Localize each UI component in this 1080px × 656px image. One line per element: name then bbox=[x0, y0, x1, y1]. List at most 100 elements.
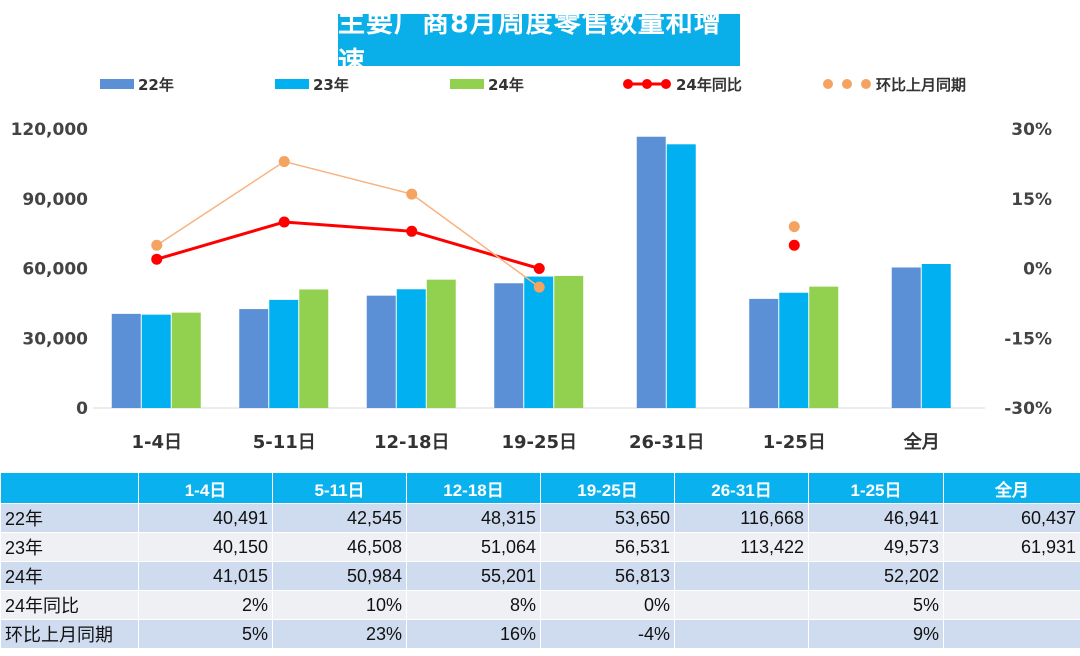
bar bbox=[809, 287, 838, 408]
x-tick-label: 5-11日 bbox=[253, 432, 316, 453]
table-cell: 40,491 bbox=[139, 504, 273, 533]
bar bbox=[524, 277, 553, 408]
x-tick-label: 1-25日 bbox=[763, 432, 826, 453]
bar bbox=[172, 313, 201, 408]
table-cell: 16% bbox=[407, 620, 541, 649]
table-row-label: 22年 bbox=[1, 504, 139, 533]
y-right-tick-label: 15% bbox=[1011, 190, 1052, 210]
mom-point bbox=[534, 282, 545, 293]
table-cell: 55,201 bbox=[407, 562, 541, 591]
bar bbox=[779, 293, 808, 408]
table-cell: 116,668 bbox=[675, 504, 809, 533]
table-header-cell bbox=[1, 473, 139, 504]
mom-point bbox=[279, 156, 290, 167]
bar bbox=[494, 283, 523, 408]
table-cell: 5% bbox=[139, 620, 273, 649]
table-row-label: 23年 bbox=[1, 533, 139, 562]
table-header-cell: 5-11日 bbox=[273, 473, 407, 504]
bar bbox=[299, 289, 328, 408]
x-tick-label: 1-4日 bbox=[131, 432, 182, 453]
yoy-point bbox=[534, 263, 545, 274]
table-row-label: 环比上月同期 bbox=[1, 620, 139, 649]
yoy-point bbox=[789, 240, 800, 251]
table-cell: 2% bbox=[139, 591, 273, 620]
table-header-cell: 26-31日 bbox=[675, 473, 809, 504]
table-header-cell: 全月 bbox=[944, 473, 1080, 504]
bar bbox=[142, 315, 171, 408]
bar bbox=[554, 276, 583, 408]
table-cell bbox=[675, 620, 809, 649]
table-cell: 56,813 bbox=[541, 562, 675, 591]
table-cell: 5% bbox=[809, 591, 944, 620]
bar bbox=[269, 300, 298, 408]
bar bbox=[397, 289, 426, 408]
data-table: 1-4日 5-11日 12-18日 19-25日 26-31日 1-25日 全月… bbox=[0, 472, 1080, 649]
y-left-tick-label: 0 bbox=[76, 399, 88, 419]
table-cell: 9% bbox=[809, 620, 944, 649]
y-right-tick-label: 30% bbox=[1011, 120, 1052, 140]
table-cell: 61,931 bbox=[944, 533, 1080, 562]
table-cell bbox=[944, 620, 1080, 649]
y-left-tick-label: 90,000 bbox=[22, 190, 88, 210]
table-cell bbox=[675, 562, 809, 591]
table-row-label: 24年同比 bbox=[1, 591, 139, 620]
table-cell: 23% bbox=[273, 620, 407, 649]
table-row: 24年同比 2% 10% 8% 0% 5% bbox=[1, 591, 1080, 620]
x-tick-label: 26-31日 bbox=[629, 432, 705, 453]
table-cell: 60,437 bbox=[944, 504, 1080, 533]
table-cell: 46,508 bbox=[273, 533, 407, 562]
mom-point bbox=[151, 240, 162, 251]
table-header-row: 1-4日 5-11日 12-18日 19-25日 26-31日 1-25日 全月 bbox=[1, 473, 1080, 504]
bar bbox=[239, 309, 268, 408]
table-header-cell: 1-25日 bbox=[809, 473, 944, 504]
table-row: 环比上月同期 5% 23% 16% -4% 9% bbox=[1, 620, 1080, 649]
y-left-tick-label: 30,000 bbox=[22, 329, 88, 349]
yoy-point bbox=[279, 217, 290, 228]
chart-plot: 0 30,000 60,000 90,000 120,000 -30% -15% 0% 15% 3… bbox=[0, 0, 1080, 470]
y-left-tick-label: 120,000 bbox=[11, 120, 89, 140]
table-row-label: 24年 bbox=[1, 562, 139, 591]
mom-point bbox=[789, 221, 800, 232]
table-cell: 113,422 bbox=[675, 533, 809, 562]
mom-point bbox=[406, 189, 417, 200]
bar bbox=[892, 267, 921, 408]
table-cell: 53,650 bbox=[541, 504, 675, 533]
table-cell: 10% bbox=[273, 591, 407, 620]
x-tick-label: 12-18日 bbox=[374, 432, 450, 453]
mom-line bbox=[157, 162, 540, 288]
y-right-tick-label: 0% bbox=[1023, 260, 1052, 280]
x-tick-label: 全月 bbox=[903, 431, 940, 453]
table-cell: 42,545 bbox=[273, 504, 407, 533]
table-cell bbox=[944, 562, 1080, 591]
table-cell: -4% bbox=[541, 620, 675, 649]
y-left-tick-label: 60,000 bbox=[22, 260, 88, 280]
y-right-tick-label: -30% bbox=[1004, 399, 1052, 419]
bar bbox=[112, 314, 141, 408]
bar bbox=[367, 296, 396, 408]
table-cell: 51,064 bbox=[407, 533, 541, 562]
table-row: 24年 41,015 50,984 55,201 56,813 52,202 bbox=[1, 562, 1080, 591]
bar bbox=[749, 299, 778, 408]
table-cell: 56,531 bbox=[541, 533, 675, 562]
table-cell: 50,984 bbox=[273, 562, 407, 591]
table-cell bbox=[675, 591, 809, 620]
table-cell: 48,315 bbox=[407, 504, 541, 533]
bar bbox=[922, 264, 951, 408]
bar bbox=[637, 137, 666, 408]
yoy-point bbox=[151, 254, 162, 265]
x-tick-label: 19-25日 bbox=[501, 432, 577, 453]
bar bbox=[427, 280, 456, 408]
yoy-point bbox=[406, 226, 417, 237]
table-header-cell: 1-4日 bbox=[139, 473, 273, 504]
table-cell bbox=[944, 591, 1080, 620]
table-header-cell: 12-18日 bbox=[407, 473, 541, 504]
table-row: 23年 40,150 46,508 51,064 56,531 113,422 … bbox=[1, 533, 1080, 562]
bar bbox=[667, 144, 696, 408]
table-cell: 52,202 bbox=[809, 562, 944, 591]
table-cell: 46,941 bbox=[809, 504, 944, 533]
table-cell: 0% bbox=[541, 591, 675, 620]
table-cell: 8% bbox=[407, 591, 541, 620]
y-right-tick-label: -15% bbox=[1004, 329, 1052, 349]
table-cell: 49,573 bbox=[809, 533, 944, 562]
table-cell: 41,015 bbox=[139, 562, 273, 591]
